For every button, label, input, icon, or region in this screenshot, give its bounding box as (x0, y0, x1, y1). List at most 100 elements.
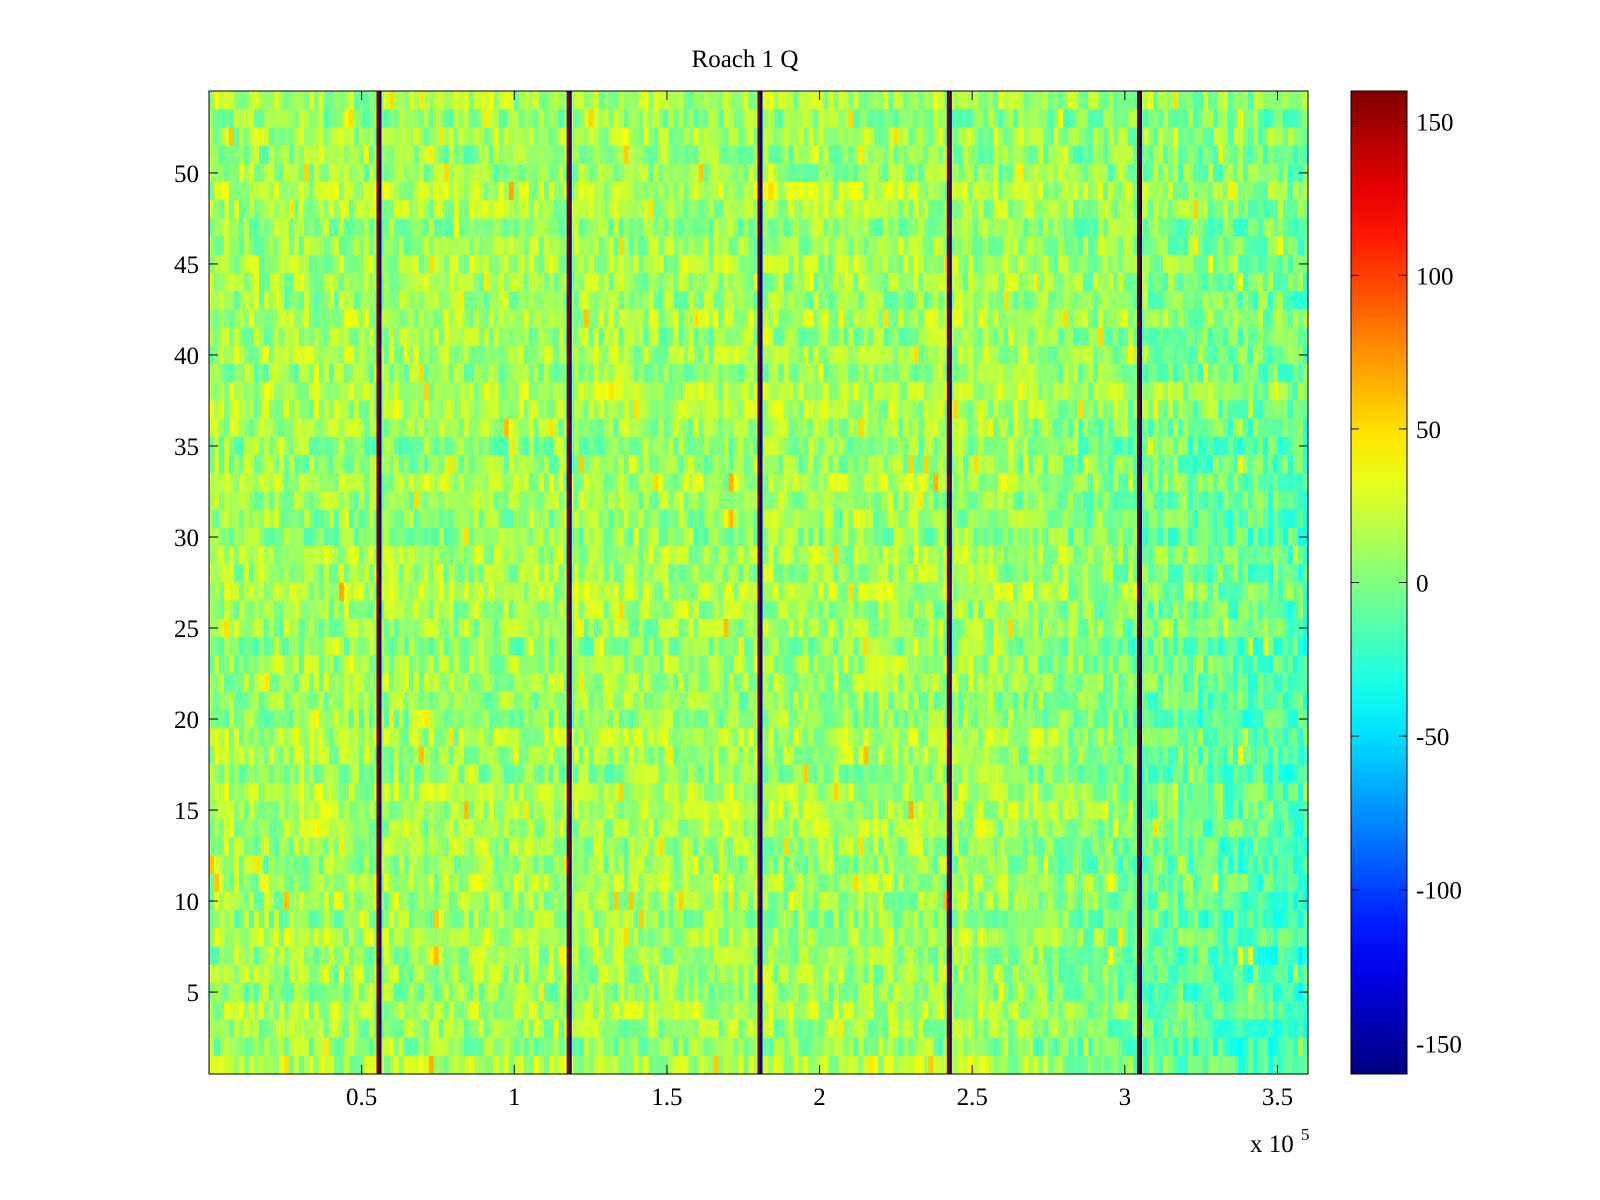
heatmap-cell (833, 237, 839, 256)
heatmap-cell (274, 127, 280, 146)
heatmap-cell (1283, 328, 1289, 347)
heatmap-cell (828, 346, 834, 365)
heatmap-cell (309, 291, 315, 310)
heatmap-cell (1038, 309, 1044, 328)
heatmap-cell (938, 91, 944, 110)
heatmap-cell (694, 491, 700, 510)
heatmap-cell (1128, 91, 1134, 110)
heatmap-cell (1128, 255, 1134, 274)
heatmap-cell (714, 437, 720, 456)
heatmap-cell (364, 400, 370, 419)
heatmap-cell (1113, 309, 1119, 328)
heatmap-cell (584, 473, 590, 492)
heatmap-cell (848, 364, 854, 383)
heatmap-cell (978, 237, 984, 256)
heatmap-cell (304, 109, 310, 128)
heatmap-cell (848, 328, 854, 347)
heatmap-cell (1118, 255, 1124, 274)
heatmap-cell (474, 200, 480, 219)
heatmap-cell (424, 146, 430, 165)
heatmap-cell (764, 237, 770, 256)
heatmap-cell (644, 473, 650, 492)
heatmap-cell (988, 182, 994, 201)
heatmap-cell (389, 364, 395, 383)
heatmap-cell (1153, 255, 1159, 274)
heatmap-cell (689, 291, 695, 310)
heatmap-cell (609, 218, 615, 237)
heatmap-cell (349, 419, 355, 438)
heatmap-cell (734, 91, 740, 110)
heatmap-cell (1268, 109, 1274, 128)
heatmap-cell (973, 309, 979, 328)
heatmap-cell (1178, 437, 1184, 456)
heatmap-cell (1123, 400, 1129, 419)
heatmap-cell (514, 473, 520, 492)
heatmap-cell (629, 91, 635, 110)
heatmap-cell (324, 109, 330, 128)
heatmap-cell (1268, 273, 1274, 292)
heatmap-cell (1103, 237, 1109, 256)
heatmap-cell (639, 91, 645, 110)
heatmap-cell (249, 400, 255, 419)
heatmap-cell (1048, 146, 1054, 165)
heatmap-cell (1298, 127, 1304, 146)
heatmap-cell (1158, 473, 1164, 492)
heatmap-cell (504, 419, 510, 438)
heatmap-cell (699, 473, 705, 492)
heatmap-cell (734, 218, 740, 237)
heatmap-cell (883, 400, 889, 419)
heatmap-cell (1293, 346, 1299, 365)
heatmap-cell (1243, 455, 1249, 474)
heatmap-cell (928, 218, 934, 237)
heatmap-cell (888, 146, 894, 165)
heatmap-cell (534, 91, 540, 110)
heatmap-cell (544, 419, 550, 438)
heatmap-cell (234, 328, 240, 347)
heatmap-cell (339, 400, 345, 419)
heatmap-cell (823, 291, 829, 310)
heatmap-cell (334, 328, 340, 347)
heatmap-cell (1163, 291, 1169, 310)
heatmap-cell (1053, 328, 1059, 347)
heatmap-cell (589, 382, 595, 401)
heatmap-cell (494, 309, 500, 328)
heatmap-cell (334, 437, 340, 456)
heatmap-cell (744, 364, 750, 383)
heatmap-cell (359, 473, 365, 492)
heatmap-cell (838, 491, 844, 510)
heatmap-cell (1023, 182, 1029, 201)
heatmap-cell (224, 473, 230, 492)
heatmap-cell (1228, 291, 1234, 310)
heatmap-cell (434, 328, 440, 347)
heatmap-cell (918, 237, 924, 256)
heatmap-cell (993, 400, 999, 419)
heatmap-cell (983, 382, 989, 401)
heatmap-cell (1248, 164, 1254, 183)
heatmap-cell (339, 255, 345, 274)
heatmap-cell (993, 328, 999, 347)
heatmap-cell (1168, 200, 1174, 219)
heatmap-cell (1193, 291, 1199, 310)
heatmap-cell (1063, 200, 1069, 219)
heatmap-cell (853, 164, 859, 183)
heatmap-cell (1063, 182, 1069, 201)
heatmap-cell (264, 346, 270, 365)
heatmap-cell (1263, 182, 1269, 201)
heatmap-cell (464, 146, 470, 165)
heatmap-cell (1298, 400, 1304, 419)
heatmap-cell (234, 473, 240, 492)
heatmap-cell (1148, 255, 1154, 274)
heatmap-cell (499, 364, 505, 383)
heatmap-cell (604, 328, 610, 347)
heatmap-cell (788, 255, 794, 274)
heatmap-cell (579, 309, 585, 328)
heatmap-cell (684, 127, 690, 146)
heatmap-cell (394, 91, 400, 110)
heatmap-cell (679, 218, 685, 237)
heatmap-cell (848, 146, 854, 165)
heatmap-cell (1283, 382, 1289, 401)
heatmap-cell (1028, 291, 1034, 310)
heatmap-cell (1028, 218, 1034, 237)
heatmap-cell (534, 419, 540, 438)
heatmap-cell (1193, 255, 1199, 274)
